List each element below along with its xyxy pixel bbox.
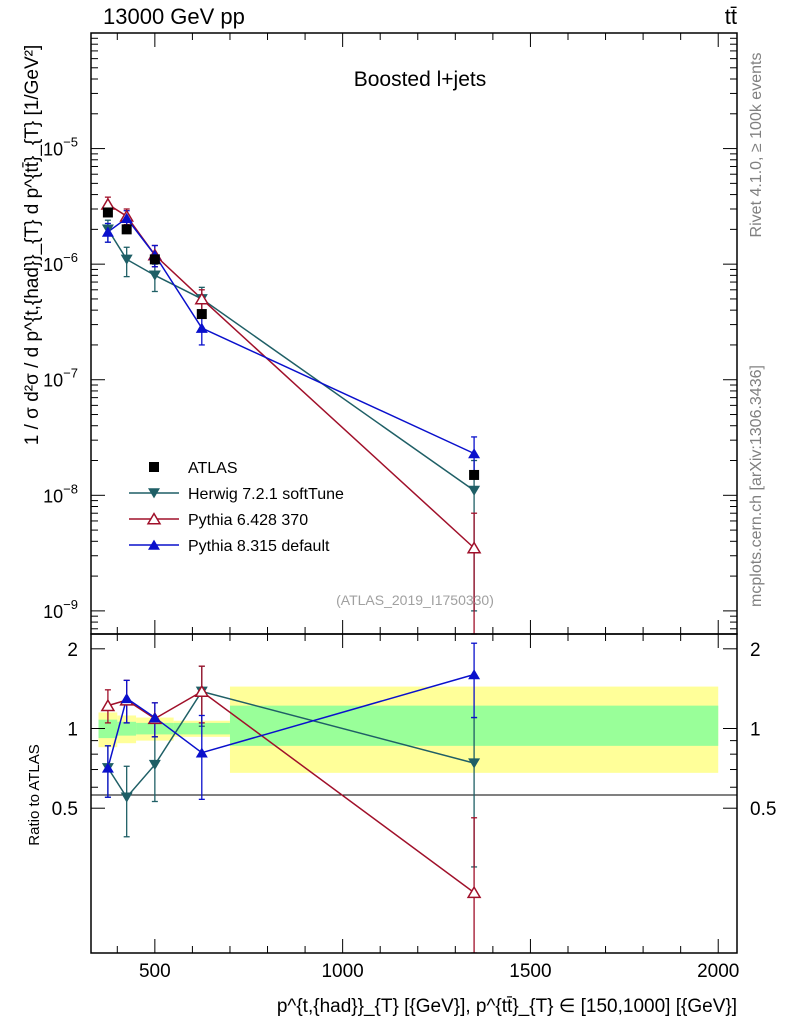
pythia6-marker [194, 292, 210, 305]
ratio-panel: 2 2 1 1 0.5 0.5 500 1000 1500 2000 [52, 633, 776, 982]
x-tick-label: 500 [139, 961, 171, 982]
uncertainty-band-green [98, 719, 118, 739]
pythia8-marker [101, 226, 114, 237]
herwig-marker [468, 485, 481, 496]
pythia6-marker [466, 541, 482, 554]
legend-pythia8-label: Pythia 8.315 default [188, 538, 330, 555]
pythia8-marker [195, 322, 208, 333]
collision-energy-label: 13000 GeV pp [103, 4, 245, 29]
pythia8-line [107, 217, 475, 455]
ratio-frame [90, 633, 738, 954]
y-tick-label-main: 10−5 [43, 135, 78, 160]
pythia6-ratio-marker [194, 684, 210, 698]
main-panel: 10−5 10−6 10−7 10−8 10−9 Boosted l+jets (ATL… [43, 32, 738, 635]
y-tick-label-ratio-right: 2 [750, 640, 761, 661]
pythia8-marker [120, 212, 133, 223]
legend-herwig-label: Herwig 7.2.1 softTune [188, 486, 344, 503]
y-tick-label-ratio-right: 0.5 [750, 799, 776, 820]
herwig-marker [148, 270, 161, 281]
y-tick-label-ratio: 1 [67, 720, 78, 741]
x-axis-label: p^{t,{had}}_{T} [{GeV}], p^{tt̄}_{T} ∈ [… [277, 996, 737, 1017]
y-tick-label-ratio: 2 [67, 640, 78, 661]
pythia8-marker [468, 448, 481, 459]
herwig-marker [120, 254, 133, 265]
y-axis-label-main: 1 / σ d²σ / d p^{t,{had}}_{T} d p^{tt̄}_… [22, 45, 43, 445]
atlas-data-point [149, 254, 160, 265]
analysis-watermark: (ATLAS_2019_I1750330) [336, 592, 494, 608]
ratio-series-group [100, 642, 482, 953]
legend-herwig-marker [148, 488, 160, 499]
process-label: tt̄ [725, 4, 737, 29]
legend-pythia6-marker [146, 512, 162, 525]
rivet-version-label: Rivet 4.1.0, ≥ 100k events [748, 53, 765, 238]
x-tick-label: 2000 [697, 961, 739, 982]
pythia6-ratio-marker [100, 698, 116, 712]
y-tick-label-main: 10−7 [43, 366, 78, 391]
uncertainty-band-green [117, 721, 137, 736]
pythia8-ratio-marker [148, 712, 161, 723]
herwig-ratio-marker [120, 792, 133, 803]
y-tick-label-ratio: 0.5 [52, 799, 78, 820]
y-axis-label-ratio: Ratio to ATLAS [26, 744, 43, 845]
pythia8-ratio-marker [101, 762, 114, 773]
y-tick-label-main: 10−6 [43, 250, 78, 275]
legend-pythia8-marker [148, 539, 160, 550]
herwig-ratio-marker [148, 759, 161, 771]
atlas-data-point [121, 224, 132, 235]
y-tick-label-main: 10−9 [43, 597, 78, 622]
pythia8-ratio-marker [195, 747, 208, 758]
y-tick-label-ratio-right: 1 [750, 720, 761, 741]
pythia6-ratio-marker [466, 885, 482, 899]
atlas-data-point [196, 309, 207, 320]
x-tick-label: 1000 [321, 961, 363, 982]
legend: ATLAS Herwig 7.2.1 softTune Pythia 6.428 3… [129, 460, 344, 555]
y-tick-label-main: 10−8 [43, 481, 78, 506]
pythia8-ratio-marker [468, 669, 481, 680]
legend-data-label: ATLAS [188, 460, 238, 477]
legend-atlas-marker [149, 462, 159, 472]
herwig-ratio-marker [468, 758, 481, 769]
atlas-data-point [102, 207, 113, 218]
mcplots-label: mcplots.cern.ch [arXiv:1306.3436] [748, 365, 765, 607]
plot-title: Boosted l+jets [354, 68, 487, 91]
x-tick-label: 1500 [509, 961, 551, 982]
atlas-data-point [469, 469, 480, 480]
legend-pythia6-label: Pythia 6.428 370 [188, 512, 308, 529]
pythia8-ratio-marker [120, 692, 133, 704]
